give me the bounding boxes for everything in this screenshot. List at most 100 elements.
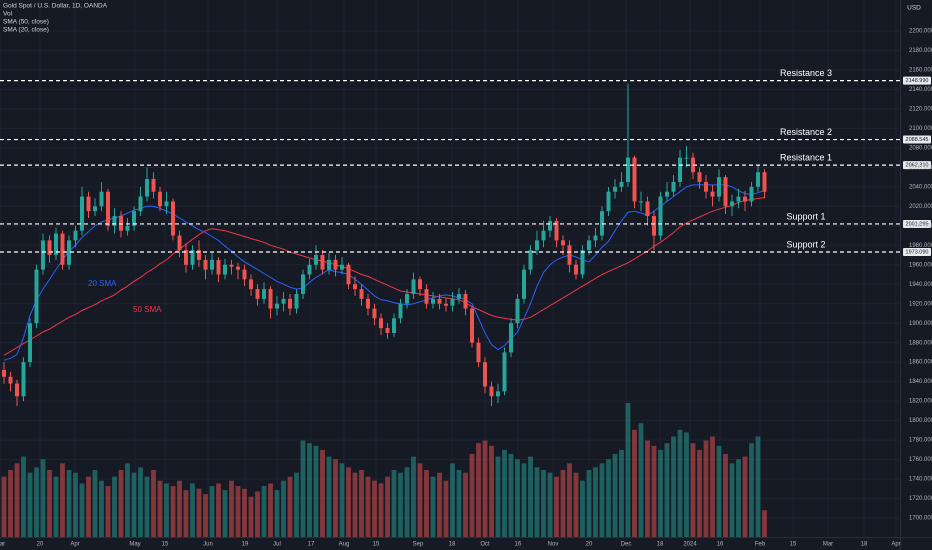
candle-body — [756, 172, 760, 187]
candle-body — [138, 196, 143, 212]
volume-bar — [372, 480, 377, 537]
candle-body — [333, 259, 338, 270]
volume-bar — [456, 470, 462, 537]
y-tick-label: 2040.000 — [909, 184, 932, 190]
candle-body — [392, 318, 396, 333]
y-tick-label: 1820.000 — [909, 399, 932, 405]
candle-body — [125, 225, 130, 231]
y-tick-label: 1720.000 — [909, 496, 932, 502]
volume-bar — [417, 463, 423, 537]
x-tick-label: 16 — [717, 542, 724, 548]
candle-body — [255, 289, 260, 299]
candle-body — [34, 269, 39, 324]
volume-bar — [489, 445, 494, 537]
x-tick-label: 18 — [449, 542, 456, 548]
volume-bar — [645, 440, 650, 537]
y-tick-label: 1740.000 — [909, 477, 932, 483]
candle-body — [515, 298, 520, 324]
volume-bar — [697, 449, 702, 537]
volume-bar — [521, 463, 527, 537]
candle-body — [632, 157, 637, 202]
candle-body — [184, 250, 188, 265]
candle-body — [736, 196, 741, 202]
candle-body — [307, 264, 312, 275]
volume-bar — [391, 470, 397, 537]
candle-body — [262, 289, 266, 299]
candle-body — [164, 201, 169, 207]
volume-bar — [86, 476, 91, 537]
volume-bar — [313, 445, 319, 537]
chart-title: Gold Spot / U.S. Dollar, 1D, OANDA — [3, 3, 108, 10]
volume-bar — [14, 463, 20, 537]
grid — [0, 0, 900, 537]
volume-bar — [359, 470, 364, 537]
volume-bar — [573, 472, 579, 537]
level-value-box — [903, 161, 931, 170]
volume-bar — [625, 403, 631, 537]
candle-body — [489, 386, 494, 397]
candle-body — [658, 196, 663, 236]
volume-bar — [534, 467, 540, 537]
x-tick-label: Mar — [823, 542, 833, 548]
x-tick-label: 20 — [37, 542, 44, 548]
candle-body — [580, 250, 585, 275]
sma-line — [3, 184, 765, 361]
level-value-label: 2062.310 — [906, 163, 929, 169]
volume-bar — [60, 463, 65, 537]
volume-bar — [157, 480, 163, 537]
volume-bar — [235, 486, 241, 537]
x-tick-label: 16 — [515, 542, 522, 548]
candle-body — [203, 259, 208, 270]
y-tick-label: 1980.000 — [909, 243, 932, 249]
volume-bar — [287, 476, 293, 537]
candle-body — [67, 240, 71, 265]
candle-body — [645, 201, 650, 217]
candle-body — [606, 191, 611, 212]
y-tick-label: 1760.000 — [909, 457, 932, 463]
volume-bar — [248, 496, 254, 537]
y-tick-label: 1920.000 — [909, 301, 932, 307]
candle-body — [496, 391, 500, 397]
candle-body — [359, 289, 364, 299]
volume-bar — [541, 470, 546, 537]
y-tick-label: 2020.000 — [909, 204, 932, 210]
candle-body — [762, 172, 767, 192]
candle-body — [470, 308, 474, 343]
candles — [2, 83, 767, 406]
level-name: Resistance 2 — [780, 127, 832, 137]
candle-body — [327, 259, 331, 270]
volume-bar — [216, 483, 221, 537]
volume-bar — [528, 456, 533, 537]
candle-body — [216, 259, 221, 275]
volume-bar — [183, 490, 189, 537]
candle-body — [99, 191, 104, 207]
candle-body — [15, 383, 19, 397]
volume-bar — [40, 459, 46, 537]
sma-legend: SMA (50, close) — [3, 19, 49, 26]
volume-bar — [664, 443, 670, 537]
volume-bar — [209, 486, 215, 537]
volume-bar — [47, 470, 52, 537]
volume-bar — [333, 459, 338, 537]
volume-bar — [463, 472, 468, 537]
candle-body — [28, 323, 32, 363]
y-tick-label: 1800.000 — [909, 418, 932, 424]
volume-bar — [112, 476, 117, 537]
volume-bar — [586, 470, 592, 537]
candle-body — [379, 318, 383, 329]
volume-bar — [560, 470, 566, 537]
candle-body — [730, 201, 734, 207]
volume-bar — [164, 483, 169, 537]
x-tick-label: 20 — [586, 542, 593, 548]
y-tick-label: 2200.000 — [909, 29, 932, 35]
volume-bar — [105, 486, 111, 537]
candle-body — [106, 191, 110, 226]
volume-bar — [580, 480, 585, 537]
candle-body — [223, 264, 227, 275]
volume-bar — [1, 476, 7, 537]
volume-bar — [125, 463, 130, 537]
volume-bar — [404, 467, 410, 537]
volume-bar — [294, 472, 299, 537]
candle-body — [483, 362, 487, 387]
volume-bar — [651, 445, 657, 537]
